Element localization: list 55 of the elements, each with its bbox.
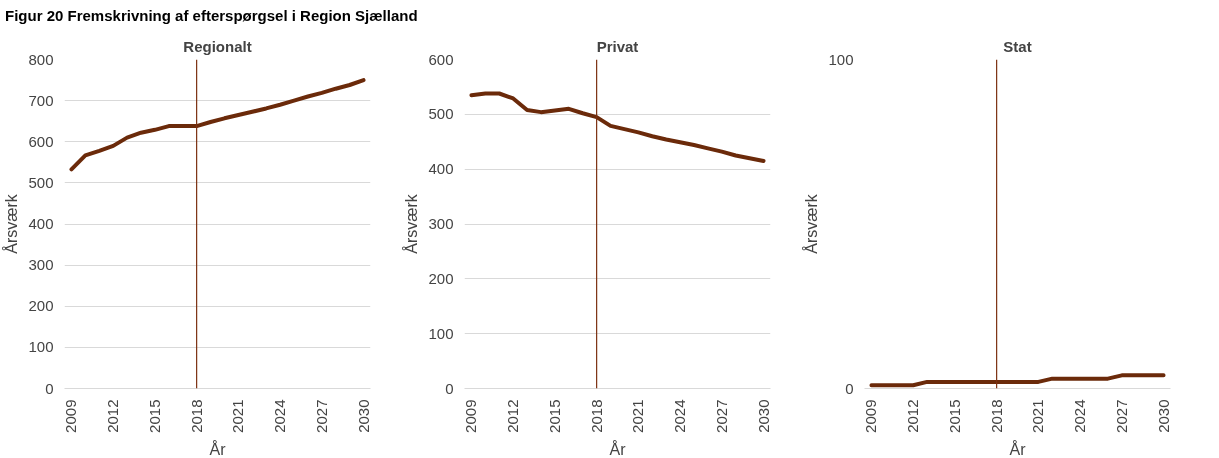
x-tick-label: 2018 (987, 399, 1005, 433)
x-tick-label: 2018 (587, 399, 605, 433)
x-tick-label: 2009 (462, 399, 480, 433)
x-tick-label: 2024 (1071, 399, 1089, 433)
y-tick-label: 400 (28, 215, 54, 232)
y-tick-label: 100 (828, 50, 854, 68)
x-tick-label: 2027 (712, 399, 730, 433)
x-axis-title: År (1009, 439, 1027, 458)
y-tick-label: 200 (428, 269, 454, 287)
x-tick-label: 2012 (504, 399, 522, 433)
y-tick-label: 0 (445, 379, 454, 397)
y-tick-label: 200 (28, 297, 54, 315)
y-axis-title: Årsværk (2, 193, 21, 254)
y-tick-label: 700 (28, 91, 54, 109)
y-tick-label: 0 (45, 379, 54, 397)
y-tick-label: 800 (28, 50, 54, 68)
line-series (869, 373, 1166, 388)
y-tick-label: 100 (428, 324, 454, 342)
x-tick-label: 2012 (904, 399, 922, 433)
x-tick-label: 2015 (545, 399, 563, 433)
y-axis-title: Årsværk (402, 193, 421, 254)
y-tick-label: 500 (28, 173, 54, 191)
x-tick-label: 2021 (229, 399, 247, 433)
y-tick-label: 300 (428, 215, 454, 232)
y-tick-label: 600 (28, 132, 54, 150)
y-tick-label: 500 (428, 105, 454, 123)
x-tick-label: 2021 (1029, 399, 1047, 433)
y-tick-label: 600 (428, 50, 454, 68)
y-tick-label: 300 (28, 256, 54, 274)
line-series (469, 91, 766, 163)
x-axis-title: År (609, 439, 627, 458)
chart-title: Privat (596, 37, 639, 55)
chart-title: Stat (1003, 37, 1032, 55)
x-tick-label: 2030 (1154, 399, 1172, 433)
x-tick-label: 2015 (145, 399, 163, 433)
x-tick-label: 2027 (1112, 399, 1130, 433)
text: Figur 20 Fremskrivning af efterspørgsel i Region Sjælland (5, 6, 418, 26)
x-tick-label: 2030 (754, 399, 772, 433)
y-tick-label: 100 (28, 338, 54, 356)
chart-title: Regionalt (183, 37, 252, 55)
y-axis-title: Årsværk (802, 193, 821, 254)
line-series (69, 78, 366, 172)
x-axis-title: År (209, 439, 227, 458)
y-tick-label: 400 (428, 160, 454, 178)
x-tick-label: 2030 (354, 399, 372, 433)
x-tick-label: 2027 (312, 399, 330, 433)
x-tick-label: 2015 (945, 399, 963, 433)
x-tick-label: 2012 (104, 399, 122, 433)
x-tick-label: 2021 (629, 399, 647, 433)
x-tick-label: 2024 (671, 399, 689, 433)
x-tick-label: 2009 (862, 399, 880, 433)
x-tick-label: 2024 (271, 399, 289, 433)
x-tick-label: 2018 (187, 399, 205, 433)
x-tick-label: 2009 (62, 399, 80, 433)
y-tick-label: 0 (845, 379, 854, 397)
